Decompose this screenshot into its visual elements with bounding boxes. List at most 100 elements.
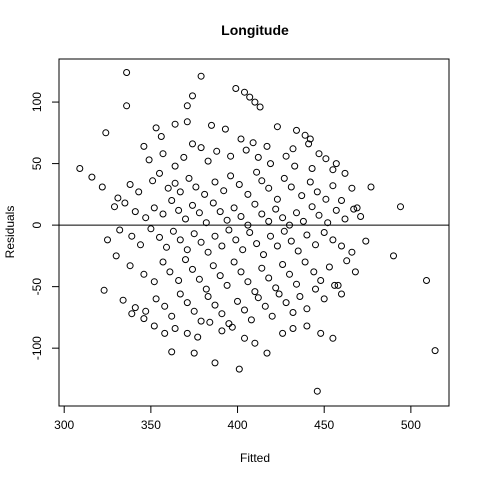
data-point: [247, 316, 255, 324]
data-point: [253, 168, 261, 176]
data-point: [190, 307, 198, 315]
data-point: [268, 312, 276, 320]
points-layer: [76, 69, 439, 395]
data-point: [293, 209, 300, 217]
data-point: [331, 281, 339, 289]
data-point: [287, 237, 295, 245]
data-point: [140, 270, 148, 278]
data-point: [299, 217, 307, 225]
data-point: [291, 162, 299, 170]
data-point: [289, 309, 297, 316]
y-tick-label: -100: [30, 336, 44, 360]
data-point: [114, 194, 122, 202]
data-point: [317, 277, 325, 284]
data-point: [341, 215, 349, 223]
data-point: [423, 277, 430, 284]
data-point: [128, 232, 136, 240]
data-point: [320, 229, 328, 236]
data-point: [183, 329, 191, 337]
data-point: [211, 301, 219, 309]
data-point: [303, 231, 311, 239]
data-point: [308, 203, 316, 211]
x-tick-label: 450: [314, 418, 334, 432]
data-point: [306, 178, 314, 186]
data-point: [353, 204, 361, 212]
data-point: [279, 214, 287, 222]
data-point: [152, 295, 160, 303]
data-point: [197, 144, 205, 152]
data-point: [131, 208, 139, 216]
data-point: [279, 261, 287, 268]
data-point: [329, 182, 337, 190]
data-point: [289, 145, 297, 153]
data-point: [171, 120, 179, 128]
data-point: [362, 237, 370, 245]
data-point: [390, 252, 397, 260]
data-point: [201, 190, 209, 198]
data-point: [329, 334, 337, 342]
data-point: [100, 286, 108, 294]
data-point: [254, 153, 262, 161]
data-point: [204, 157, 212, 165]
data-point: [322, 155, 330, 163]
data-point: [183, 246, 191, 254]
data-point: [140, 315, 148, 323]
data-point: [351, 268, 359, 276]
data-point: [218, 242, 226, 250]
data-point: [211, 178, 219, 186]
data-point: [168, 312, 176, 320]
data-point: [348, 184, 356, 192]
data-point: [126, 181, 134, 188]
data-point: [332, 206, 340, 214]
y-tick-label: -50: [30, 278, 44, 296]
data-point: [286, 270, 293, 278]
data-point: [357, 213, 365, 220]
data-point: [280, 174, 288, 182]
data-point: [289, 325, 297, 332]
data-point: [189, 201, 196, 209]
data-point: [265, 217, 273, 225]
data-point: [211, 232, 219, 240]
data-point: [161, 302, 169, 310]
data-point: [189, 265, 196, 273]
data-point: [237, 213, 245, 220]
data-point: [209, 199, 217, 207]
data-point: [338, 197, 345, 204]
data-point: [104, 236, 111, 244]
x-tick-label: 300: [54, 418, 74, 432]
y-tick-label: 50: [30, 157, 44, 171]
data-point: [182, 256, 189, 264]
data-point: [267, 232, 274, 240]
data-point: [131, 304, 139, 312]
data-point: [194, 333, 202, 341]
data-point: [76, 165, 84, 172]
data-point: [350, 205, 358, 213]
data-point: [159, 258, 167, 266]
data-point: [183, 299, 191, 307]
data-point: [150, 204, 158, 212]
data-point: [244, 278, 252, 286]
data-point: [176, 290, 184, 298]
data-point: [286, 221, 293, 229]
data-point: [251, 339, 259, 347]
data-point: [216, 272, 224, 280]
data-point: [246, 229, 254, 236]
data-point: [197, 317, 205, 325]
data-point: [317, 329, 325, 337]
data-point: [261, 302, 269, 310]
data-point: [202, 285, 210, 293]
data-point: [206, 318, 214, 326]
data-point: [163, 243, 170, 251]
data-point: [175, 277, 183, 284]
data-point: [244, 221, 252, 229]
data-point: [182, 215, 189, 223]
data-point: [180, 153, 188, 161]
data-point: [225, 226, 233, 234]
data-point: [312, 241, 319, 249]
data-point: [175, 206, 183, 214]
data-point: [216, 208, 224, 216]
data-point: [230, 204, 238, 212]
data-point: [152, 124, 160, 132]
data-point: [287, 183, 295, 191]
